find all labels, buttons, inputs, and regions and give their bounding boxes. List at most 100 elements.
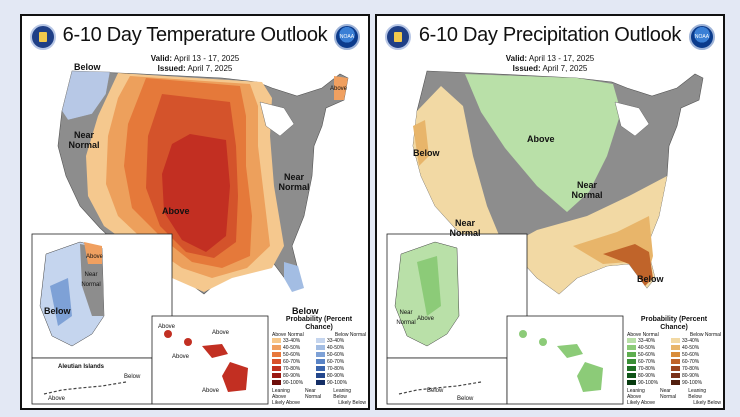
valid-date: April 13 - 17, 2025 (173, 54, 240, 63)
legend-swatch (272, 366, 281, 372)
hawaii-maui-molokai (557, 344, 583, 358)
legend-row: 40-50% (627, 345, 671, 352)
above-green-region (465, 74, 621, 212)
hawaii-inset-frame (151, 315, 269, 405)
legend-near-normal: Near Normal (305, 388, 322, 400)
aleutian-islands-shape (398, 381, 482, 395)
legend-swatch (316, 359, 325, 365)
legend-likely-below: Likely Below (693, 400, 721, 406)
legend-likely-below: Likely Below (338, 400, 366, 406)
legend-range-text: 80-90% (327, 373, 345, 379)
legend-swatch (627, 352, 636, 358)
legend-row: 80-90% (627, 373, 671, 380)
legend-range-text: 90-100% (638, 380, 659, 386)
noaa-logo: NOAA (334, 24, 360, 50)
legend-range-text: 33-40% (283, 338, 301, 344)
legend-row: 90-100% (316, 380, 360, 387)
above-ne-label: Above (330, 86, 348, 92)
hawaii-oahu (184, 338, 192, 346)
legend-range-text: 70-80% (327, 366, 345, 372)
precipitation-outlook-panel: NOAA 6-10 Day Precipitation Outlook Vali… (375, 14, 725, 410)
legend-swatch (316, 373, 325, 379)
temperature-legend: Probability (Percent Chance) Above Norma… (272, 316, 366, 406)
temperature-outlook-panel: NOAA 6-10 Day Temperature Outlook Valid:… (20, 14, 370, 410)
legend-above-column: 33-40% 40-50% 50-60% 60-70% 70-80% 80-90% 90-1… (272, 338, 316, 387)
legend-near-normal: Near Normal (660, 388, 677, 400)
legend-below-header: Below Normal (334, 332, 366, 338)
aleutian-below-label-2: Below (457, 396, 474, 402)
alaska-above-region (84, 242, 102, 264)
legend-range-text: 90-100% (327, 380, 348, 386)
hawaii-big-island (222, 362, 248, 392)
above-70-80-region (162, 134, 230, 252)
ak-near-normal-label: Near Normal (396, 310, 416, 326)
legend-row: 60-70% (272, 359, 316, 366)
hi-above-label-3: Above (172, 354, 190, 360)
precipitation-title: 6-10 Day Precipitation Outlook (418, 24, 682, 46)
commerce-seal-logo (30, 24, 56, 50)
legend-row: 50-60% (272, 352, 316, 359)
west-below-core (413, 120, 429, 166)
valid-label: Valid: (150, 54, 173, 63)
legend-swatch (272, 352, 281, 358)
legend-range-text: 80-90% (638, 373, 656, 379)
aleutian-inset-frame (31, 357, 153, 405)
temperature-map (31, 70, 349, 405)
legend-swatch (671, 338, 680, 344)
above-center-label: Above (162, 206, 190, 216)
legend-row: 70-80% (316, 366, 360, 373)
legend-range-text: 80-90% (682, 373, 700, 379)
legend-range-text: 90-100% (682, 380, 703, 386)
southeast-below-50-60 (603, 244, 653, 286)
west-below-region (413, 86, 501, 248)
legend-likely-above: Likely Above (272, 400, 301, 406)
legend-range-text: 50-60% (283, 352, 301, 358)
legend-range-text: 40-50% (638, 345, 656, 351)
hawaii-inset-frame (506, 315, 624, 405)
legend-swatch (272, 338, 281, 344)
alaska-below-core (50, 278, 72, 326)
legend-swatch (671, 366, 680, 372)
legend-swatch (272, 380, 281, 386)
legend-range-text: 60-70% (682, 359, 700, 365)
legend-row: 40-50% (671, 345, 715, 352)
aleutian-inset-frame (386, 357, 508, 405)
legend-leaning-below: Leaning Below (688, 388, 707, 400)
legend-leaning-above: Leaning Above (627, 388, 645, 400)
below-west-label: Below (413, 148, 440, 158)
below-nw-label: Below (74, 62, 101, 72)
legend-row: 40-50% (316, 345, 360, 352)
legend-row: 90-100% (671, 380, 715, 387)
legend-swatch (272, 345, 281, 351)
legend-leaning-below: Leaning Below (333, 388, 352, 400)
hawaii-oahu (539, 338, 547, 346)
issued-label: Issued: (512, 64, 541, 73)
issued-date: April 7, 2025 (187, 64, 233, 73)
legend-row: 90-100% (627, 380, 671, 387)
legend-swatch (671, 373, 680, 379)
issued-date: April 7, 2025 (542, 64, 588, 73)
aleutian-above-label: Above (48, 396, 66, 402)
legend-swatch (316, 345, 325, 351)
legend-likely-above: Likely Above (627, 400, 656, 406)
legend-range-text: 33-40% (638, 338, 656, 344)
legend-row: 70-80% (272, 366, 316, 373)
legend-swatch (627, 345, 636, 351)
legend-leaning-above: Leaning Above (272, 388, 290, 400)
aleutian-islands-shape (43, 381, 127, 395)
ak-above-label: Above (417, 316, 435, 322)
legend-swatch (272, 359, 281, 365)
legend-range-text: 70-80% (638, 366, 656, 372)
hawaii-big-island (577, 362, 603, 392)
noaa-logo: NOAA (689, 24, 715, 50)
southeast-below-region (497, 176, 667, 294)
legend-row: 80-90% (272, 373, 316, 380)
legend-swatch (316, 380, 325, 386)
legend-title: Probability (Percent Chance) (285, 316, 353, 331)
legend-swatch (671, 380, 680, 386)
commerce-seal-logo (385, 24, 411, 50)
precipitation-dates: Valid: April 13 - 17, 2025 Issued: April… (377, 54, 723, 74)
legend-row: 80-90% (316, 373, 360, 380)
legend-range-text: 60-70% (638, 359, 656, 365)
alaska-above-core (417, 256, 441, 316)
